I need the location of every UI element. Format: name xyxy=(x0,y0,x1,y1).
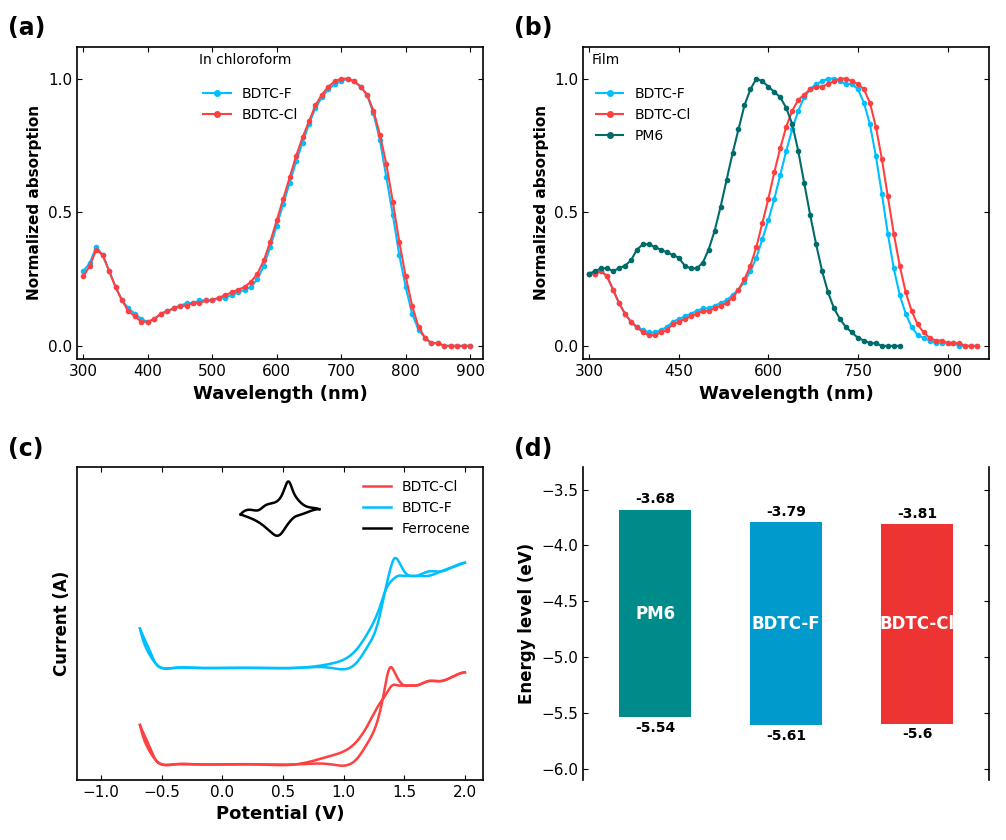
Bar xyxy=(620,510,691,717)
Text: PM6: PM6 xyxy=(635,605,675,622)
Text: -5.6: -5.6 xyxy=(902,727,933,742)
Y-axis label: Normalized absorption: Normalized absorption xyxy=(27,105,42,301)
Text: (c): (c) xyxy=(8,437,43,461)
X-axis label: Potential (V): Potential (V) xyxy=(215,806,344,823)
Text: -5.61: -5.61 xyxy=(767,728,807,743)
Text: (a): (a) xyxy=(8,16,45,40)
Text: Film: Film xyxy=(592,53,620,67)
Y-axis label: Current (A): Current (A) xyxy=(53,571,71,676)
Text: BDTC-F: BDTC-F xyxy=(751,615,821,633)
Text: -3.68: -3.68 xyxy=(635,492,675,507)
Text: -3.79: -3.79 xyxy=(767,505,806,518)
Text: -5.54: -5.54 xyxy=(635,721,675,735)
Text: BDTC-Cl: BDTC-Cl xyxy=(879,615,955,633)
X-axis label: Wavelength (nm): Wavelength (nm) xyxy=(192,385,367,402)
Text: -3.81: -3.81 xyxy=(897,507,938,521)
Legend: BDTC-Cl, BDTC-F, Ferrocene: BDTC-Cl, BDTC-F, Ferrocene xyxy=(357,475,476,541)
Bar xyxy=(750,522,822,725)
Text: In chloroform: In chloroform xyxy=(199,53,291,67)
Y-axis label: Energy level (eV): Energy level (eV) xyxy=(518,543,536,704)
Text: (b): (b) xyxy=(514,16,552,40)
Legend: BDTC-F, BDTC-Cl: BDTC-F, BDTC-Cl xyxy=(197,81,304,128)
Legend: BDTC-F, BDTC-Cl, PM6: BDTC-F, BDTC-Cl, PM6 xyxy=(591,81,696,149)
Bar xyxy=(881,524,954,724)
Y-axis label: Normalized absorption: Normalized absorption xyxy=(533,105,548,301)
X-axis label: Wavelength (nm): Wavelength (nm) xyxy=(699,385,873,402)
Text: (d): (d) xyxy=(514,437,552,461)
